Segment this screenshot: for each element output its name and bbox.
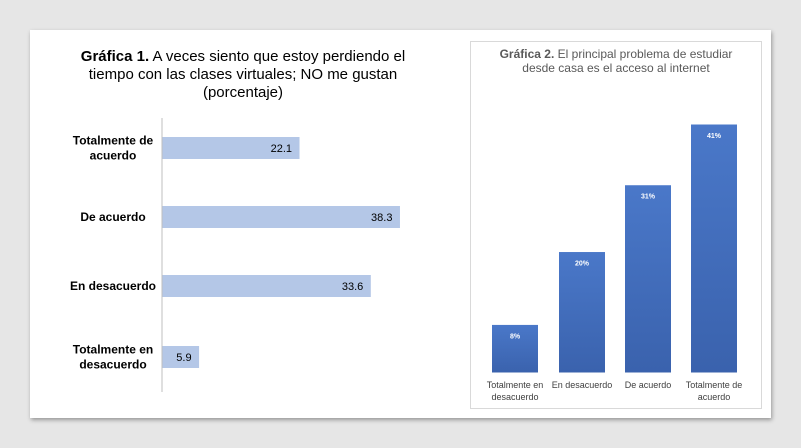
chart2-title-text: El principal problema de estudiar desde …: [522, 47, 733, 75]
chart2-data-label: 8%: [510, 333, 521, 340]
chart1-title: Gráfica 1. A veces siento que estoy perd…: [70, 48, 416, 102]
chart1-title-bold: Gráfica 1.: [80, 48, 150, 65]
chart1-bar: [162, 275, 371, 297]
chart1-data-label: 5.9: [176, 352, 191, 364]
chart1-data-label: 33.6: [342, 281, 363, 293]
chart2-category-label: De acuerdo: [625, 380, 672, 390]
chart2-title: Gráfica 2. El principal problema de estu…: [491, 47, 741, 75]
chart1-category-label: Totalmente de acuerdo: [73, 134, 154, 163]
chart1-category-label: De acuerdo: [80, 210, 145, 224]
chart1-data-label: 38.3: [371, 212, 392, 224]
chart2-category-label: Totalmente en desacuerdo: [487, 380, 544, 402]
chart2-bar: [491, 323, 539, 374]
chart1-bar: [162, 137, 300, 159]
chart1-bar: [162, 346, 200, 368]
chart2-container: Gráfica 2. El principal problema de estu…: [470, 41, 762, 409]
chart2-category-label: En desacuerdo: [552, 380, 613, 390]
chart2-bar: [624, 184, 672, 374]
chart1-category-label: Totalmente en desacuerdo: [73, 343, 153, 372]
chart2-data-label: 31%: [641, 194, 656, 201]
chart2-title-bold: Gráfica 2.: [499, 47, 555, 61]
chart2-bar: [558, 251, 606, 374]
chart1-plot: 22.1 Totalmente de acuerdo 38.3 De acuerdo 33…: [70, 118, 400, 392]
chart1-category-label: En desacuerdo: [70, 279, 156, 293]
chart2-data-label: 20%: [575, 261, 590, 268]
chart2-plot: 8% Totalmente en desacuerdo 20% En desacuerd…: [487, 123, 743, 402]
chart2-data-label: 41%: [707, 133, 722, 140]
chart2-category-label: Totalmente de acuerdo: [686, 380, 743, 402]
figure-panel: Gráfica 1. A veces siento que estoy perd…: [30, 30, 771, 418]
chart1-bar: [162, 206, 400, 228]
chart1-title-text: A veces siento que estoy perdiendo el ti…: [88, 48, 406, 101]
chart1-data-label: 22.1: [271, 143, 292, 155]
chart2-bar: [690, 123, 738, 374]
